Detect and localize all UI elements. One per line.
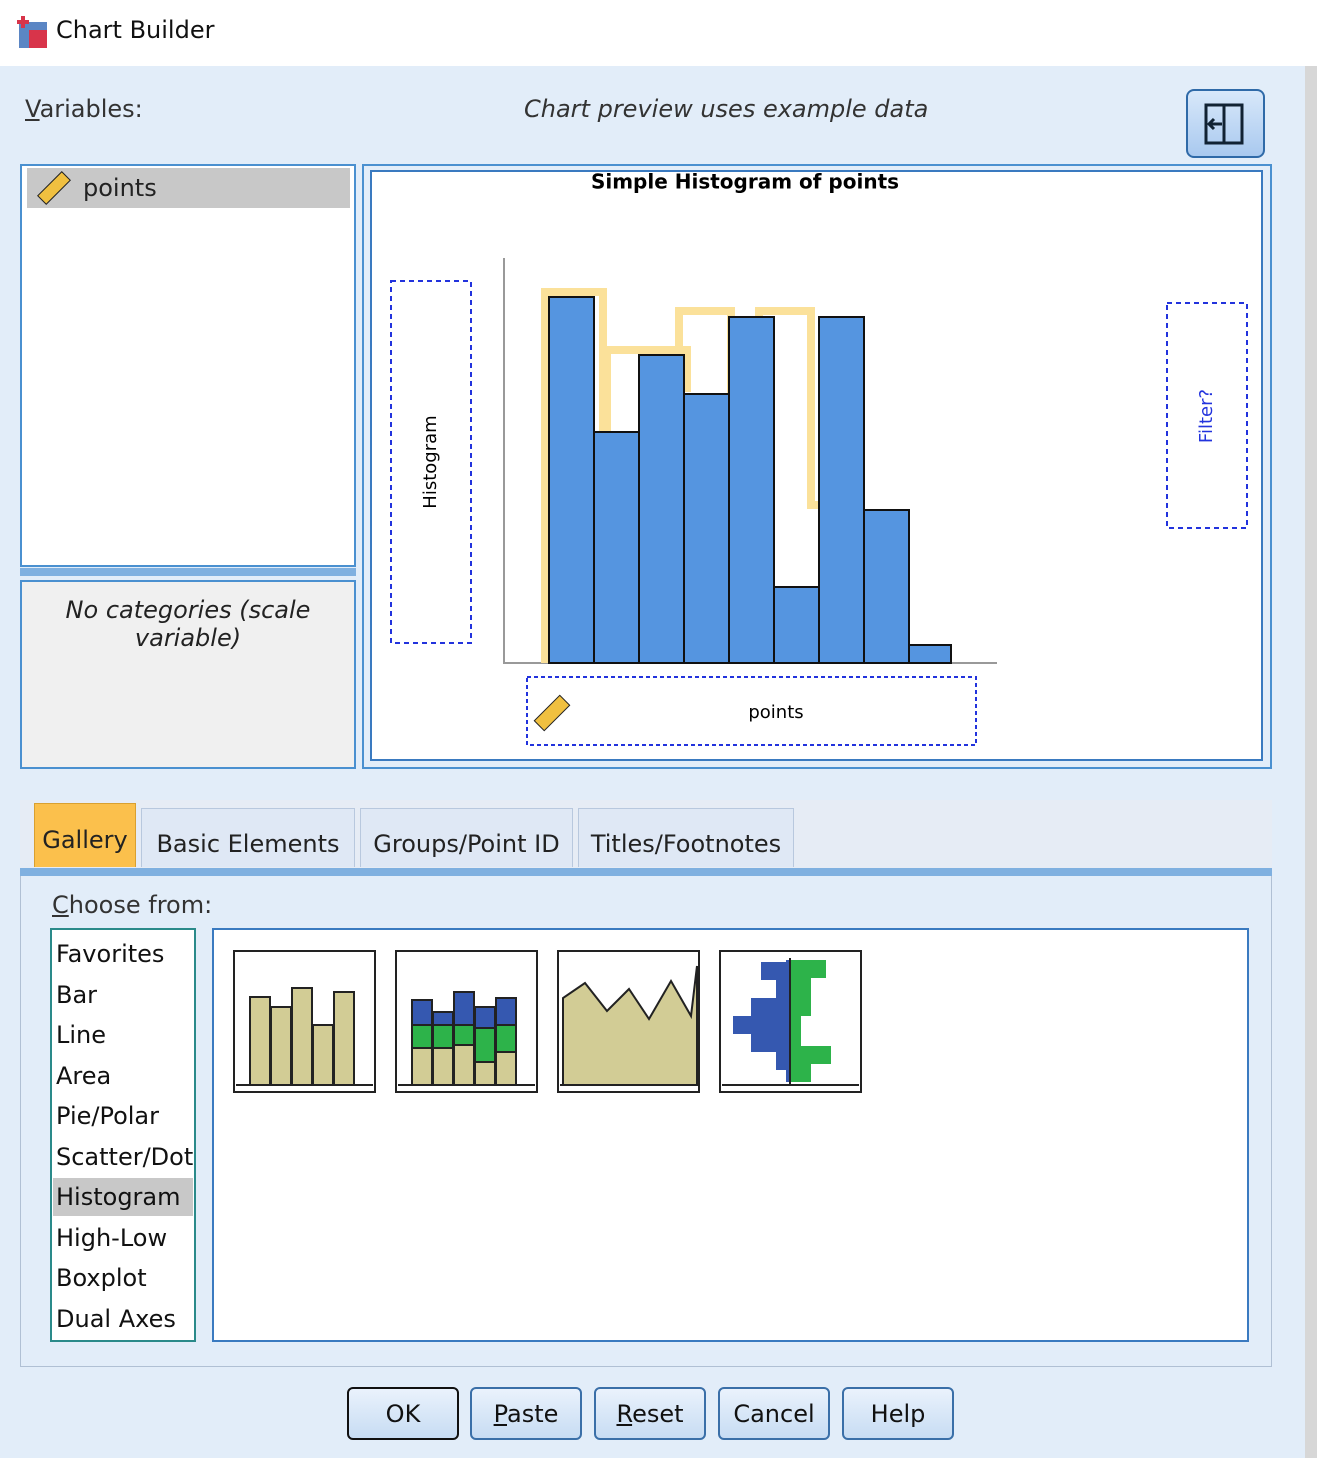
- chart-type-item[interactable]: Histogram: [53, 1178, 193, 1216]
- chart-type-item[interactable]: Bar: [56, 980, 98, 1009]
- chart-type-list[interactable]: [50, 928, 196, 1342]
- dialog-button[interactable]: Reset: [594, 1387, 706, 1440]
- chart-type-item[interactable]: Scatter/Dot: [56, 1142, 194, 1171]
- window-title: Chart Builder: [56, 16, 215, 44]
- dialog-button[interactable]: Paste: [470, 1387, 582, 1440]
- variables-label: Variables:: [25, 95, 143, 123]
- popout-button[interactable]: [1186, 89, 1265, 158]
- tab-panel: [20, 876, 1272, 1367]
- x-drop-zone: points: [748, 702, 803, 723]
- tab[interactable]: Gallery: [34, 803, 136, 867]
- gallery-area: [212, 928, 1249, 1342]
- chart-type-item[interactable]: Line: [56, 1021, 107, 1049]
- preview-note: Chart preview uses example data: [524, 95, 929, 123]
- tab-line: [20, 868, 1272, 876]
- filter-zone: Filter?: [1196, 389, 1217, 443]
- category-note: No categories (scale variable): [20, 580, 356, 769]
- chart-type-item[interactable]: Area: [56, 1061, 112, 1090]
- chart-type-item[interactable]: Dual Axes: [56, 1304, 176, 1333]
- chart-type-item[interactable]: High-Low: [56, 1223, 168, 1252]
- dialog-button[interactable]: OK: [347, 1387, 459, 1440]
- gallery-icons[interactable]: [233, 950, 863, 1094]
- scale-icon: [37, 171, 71, 205]
- choose-label: Choose from:: [52, 891, 213, 919]
- variable-list[interactable]: points: [20, 164, 356, 567]
- tab[interactable]: Groups/Point ID: [360, 808, 573, 867]
- y-drop-zone: Histogram: [420, 415, 441, 508]
- variable-item[interactable]: points: [27, 168, 350, 208]
- chart-type-item[interactable]: Favorites: [56, 940, 165, 968]
- chart-preview[interactable]: Simple Histogram of points Histogram Fil…: [370, 170, 1264, 762]
- chart-type-item[interactable]: Boxplot: [56, 1264, 147, 1292]
- dialog-button[interactable]: Help: [842, 1387, 954, 1440]
- app-icon: [17, 16, 47, 48]
- chart-type-item[interactable]: Pie/Polar: [56, 1102, 160, 1130]
- tab[interactable]: Titles/Footnotes: [578, 808, 794, 867]
- dialog-button[interactable]: Cancel: [718, 1387, 830, 1440]
- preview-title: Simple Histogram of points: [591, 170, 899, 194]
- tab[interactable]: Basic Elements: [141, 808, 355, 867]
- splitter[interactable]: [20, 568, 356, 576]
- window-edge: [1305, 66, 1317, 1458]
